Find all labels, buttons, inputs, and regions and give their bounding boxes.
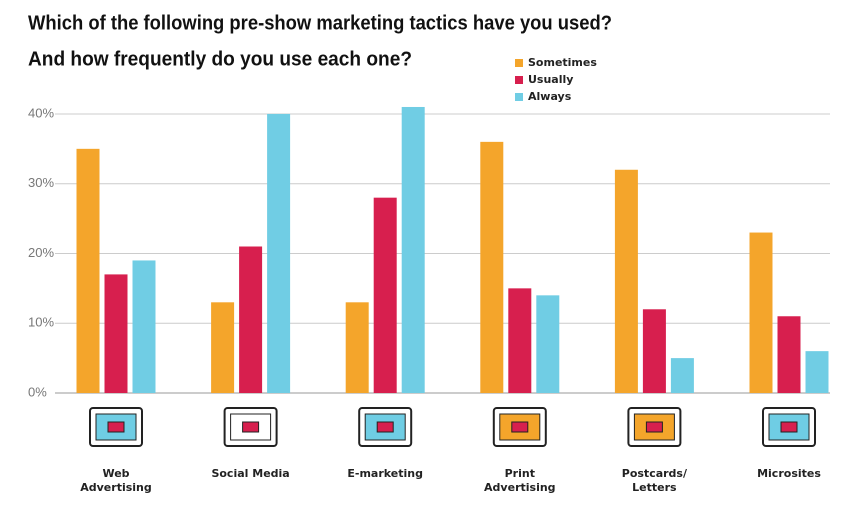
bar [508,288,532,393]
bar [104,274,128,393]
x-tick-label: Microsites [757,467,821,480]
bar [267,113,291,393]
y-tick-label: 30% [28,175,54,190]
category-icon [89,407,143,447]
bar [805,351,829,393]
icon-accent [645,421,663,433]
bar [345,302,369,393]
y-tick-label: 10% [28,315,54,330]
legend-swatch [515,76,523,84]
legend-label: Usually [528,73,573,86]
bar [777,316,801,393]
category-icon [627,407,682,447]
bar [670,358,694,393]
icon-accent [780,421,798,433]
category-icon [762,407,816,447]
bar [749,232,773,393]
bar [211,302,235,393]
category-icon [223,407,278,447]
x-tick-label: Web Advertising [80,467,152,494]
legend-swatch [515,93,523,101]
chart-title: Which of the following pre-show marketin… [28,12,612,34]
bar [76,148,100,393]
bar [401,106,425,393]
legend-label: Sometimes [528,56,597,69]
icon-accent [511,421,529,433]
icon-accent [242,421,260,433]
x-tick-label: E-marketing [347,467,423,480]
x-tick-label: Social Media [211,467,290,480]
x-tick-label: Print Advertising [484,467,556,494]
bar [239,246,263,393]
chart-subtitle: And how frequently do you use each one? [28,48,412,70]
category-icon [358,407,413,447]
bar [480,141,504,393]
legend-label: Always [528,90,572,103]
bar [614,169,638,393]
icon-accent [376,421,394,433]
y-tick-label: 20% [28,245,54,260]
bar [642,309,666,393]
bar [536,295,560,393]
y-tick-label: 40% [28,105,54,120]
category-icon [492,407,547,447]
bar [373,197,397,393]
y-tick-label: 0% [28,384,47,399]
x-tick-label: Postcards/ Letters [621,467,687,494]
legend-swatch [515,59,523,67]
bar [132,260,156,393]
icon-accent [107,421,125,433]
